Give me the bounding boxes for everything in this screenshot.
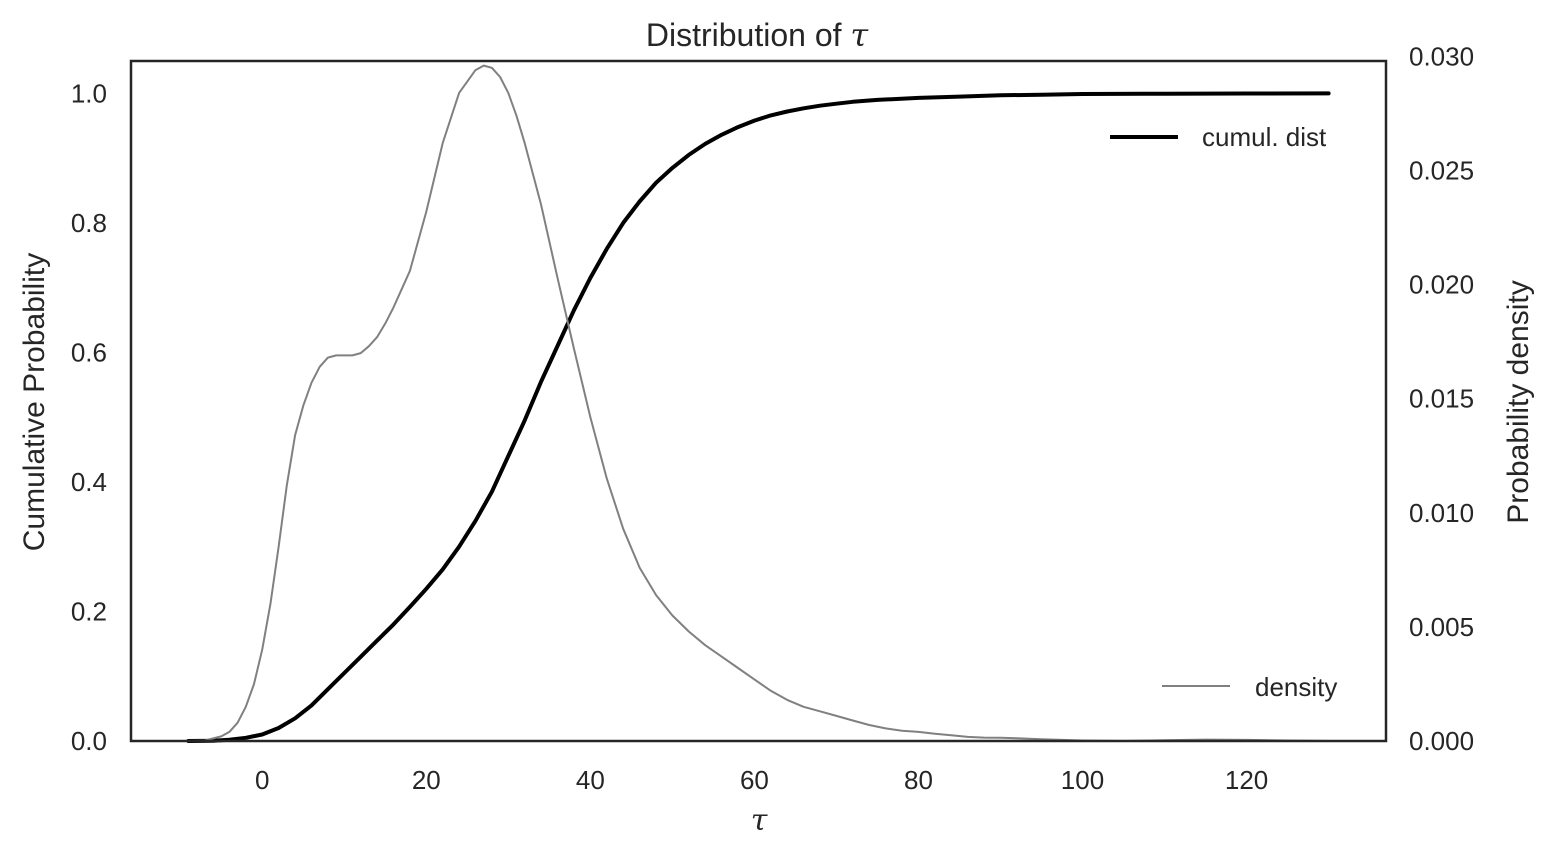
y-right-tick-label: 0.030 xyxy=(1409,41,1474,71)
cumulative-distribution-line xyxy=(186,91,1331,743)
x-axis-label: τ xyxy=(751,803,768,838)
x-tick-label: 80 xyxy=(904,765,933,795)
y-left-tick-label: 0.4 xyxy=(71,467,107,497)
y-left-tick-label: 0.8 xyxy=(71,208,107,238)
y-right-axis-ticks: 0.000 0.005 0.010 0.015 0.020 0.025 0.030 xyxy=(1409,41,1474,756)
chart-title: Distribution of τ xyxy=(646,16,870,54)
y-right-tick-label: 0.005 xyxy=(1409,612,1474,642)
x-tick-label: 120 xyxy=(1225,765,1268,795)
y-right-tick-label: 0.025 xyxy=(1409,156,1474,186)
series-layer xyxy=(186,64,1331,743)
legend-cumul-dist: cumul. dist xyxy=(1110,122,1327,152)
density-line xyxy=(187,64,1330,742)
y-left-tick-label: 0.6 xyxy=(71,337,107,367)
y-right-tick-label: 0.000 xyxy=(1409,726,1474,756)
x-tick-label: 60 xyxy=(740,765,769,795)
chart-title-symbol: τ xyxy=(850,16,869,54)
legend-cumul-dist-label: cumul. dist xyxy=(1202,122,1327,152)
y-left-tick-label: 0.2 xyxy=(71,596,107,626)
y-right-tick-label: 0.015 xyxy=(1409,384,1474,414)
x-tick-label: 20 xyxy=(412,765,441,795)
x-axis-ticks: 0 20 40 60 80 100 120 xyxy=(255,765,1268,795)
plot-frame xyxy=(129,59,1388,743)
y-left-tick-label: 0.0 xyxy=(71,726,107,756)
x-tick-label: 0 xyxy=(255,765,269,795)
chart-title-text: Distribution of xyxy=(646,17,842,53)
x-tick-label: 40 xyxy=(576,765,605,795)
y-right-tick-label: 0.010 xyxy=(1409,498,1474,528)
y-right-axis-label: Probability density xyxy=(1502,280,1535,523)
x-tick-label: 100 xyxy=(1061,765,1104,795)
y-left-axis-ticks: 0.0 0.2 0.4 0.6 0.8 1.0 xyxy=(71,78,107,756)
y-left-tick-label: 1.0 xyxy=(71,78,107,108)
legend-density-label: density xyxy=(1255,672,1337,702)
y-left-axis-label: Cumulative Probability xyxy=(18,253,51,551)
legend-density: density xyxy=(1162,672,1337,702)
y-right-tick-label: 0.020 xyxy=(1409,270,1474,300)
